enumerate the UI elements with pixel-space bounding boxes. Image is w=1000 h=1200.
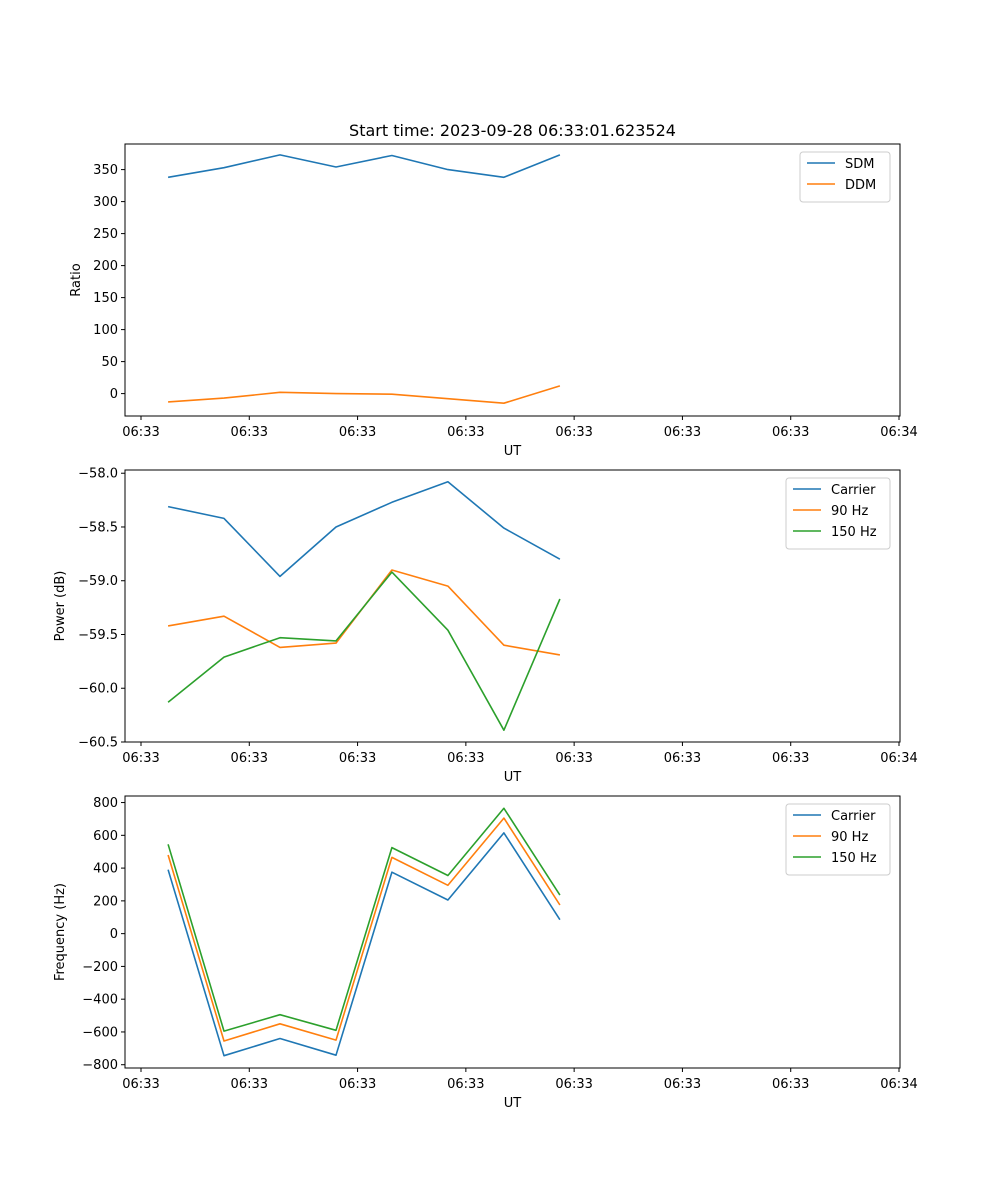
- plots: 0 50 100 150 200 250 300 350 06:33 06:33 06:33 06:3…: [53, 143, 918, 1111]
- series-line-carrier: [167, 832, 561, 1057]
- series-line-90-hz: [167, 817, 561, 1042]
- legend: Carrier 90 Hz 150 Hz: [785, 477, 891, 550]
- series-line-150-hz: [167, 807, 561, 1032]
- y-tick-label: 50: [101, 355, 118, 370]
- y-tick-label: 0: [110, 927, 118, 942]
- y-tick-label: 250: [93, 227, 118, 242]
- y-tick-label: −200: [82, 960, 118, 975]
- x-tick-label: 06:33: [447, 425, 484, 440]
- x-tick-label: 06:33: [447, 751, 484, 766]
- x-tick-label: 06:33: [339, 751, 376, 766]
- y-tick-label: −59.0: [78, 574, 118, 589]
- x-tick-label: 06:33: [664, 1077, 701, 1092]
- x-tick-label: 06:33: [772, 1077, 809, 1092]
- legend-box: [799, 151, 891, 203]
- chart-panel-2: −60.5 −60.0 −59.5 −59.0 −58.5 −58.0 06:33 06:33…: [53, 467, 918, 785]
- y-tick-label: 300: [93, 195, 118, 210]
- y-tick-label: 350: [93, 163, 118, 178]
- x-tick-label: 06:33: [231, 751, 268, 766]
- legend-label: Carrier: [831, 809, 876, 824]
- x-tick-label: 06:33: [339, 1077, 376, 1092]
- series-line-carrier: [167, 480, 561, 578]
- y-axis-label: Frequency (Hz): [53, 883, 68, 981]
- y-tick-label: 150: [93, 291, 118, 306]
- legend-label: DDM: [845, 178, 876, 193]
- x-tick-label: 06:33: [772, 751, 809, 766]
- y-tick-label: −400: [82, 993, 118, 1008]
- y-tick-label: −60.0: [78, 682, 118, 697]
- plot-frame: [124, 795, 901, 1069]
- y-axis-label: Power (dB): [53, 571, 68, 642]
- legend: Carrier 90 Hz 150 Hz: [785, 803, 891, 876]
- legend-label: 90 Hz: [831, 830, 868, 845]
- x-tick-label: 06:33: [555, 1077, 592, 1092]
- x-axis-label: UT: [504, 444, 522, 459]
- y-tick-label: −59.5: [78, 628, 118, 643]
- y-tick-label: −58.5: [78, 520, 118, 535]
- chart-panel-1: 0 50 100 150 200 250 300 350 06:33 06:33 06:33 06:3…: [69, 143, 918, 459]
- y-tick-label: 600: [93, 829, 118, 844]
- y-tick-label: 100: [93, 323, 118, 338]
- x-tick-label: 06:34: [880, 1077, 917, 1092]
- x-tick-label: 06:33: [231, 425, 268, 440]
- legend-label: SDM: [845, 157, 874, 172]
- x-tick-label: 06:33: [664, 751, 701, 766]
- series-line-sdm: [167, 154, 561, 179]
- x-tick-label: 06:34: [880, 425, 917, 440]
- legend-label: 150 Hz: [831, 525, 877, 540]
- x-tick-label: 06:33: [231, 1077, 268, 1092]
- x-tick-label: 06:33: [664, 425, 701, 440]
- y-tick-label: 0: [110, 387, 118, 402]
- figure-title: Start time: 2023-09-28 06:33:01.623524: [349, 121, 676, 140]
- series-line-150-hz: [167, 571, 561, 732]
- y-tick-label: 200: [93, 894, 118, 909]
- x-tick-label: 06:33: [339, 425, 376, 440]
- y-axis-label: Ratio: [69, 263, 84, 296]
- legend: SDM DDM: [799, 151, 891, 203]
- x-tick-label: 06:33: [772, 425, 809, 440]
- x-tick-label: 06:33: [122, 751, 159, 766]
- x-tick-label: 06:33: [122, 1077, 159, 1092]
- x-tick-label: 06:33: [447, 1077, 484, 1092]
- x-tick-label: 06:34: [880, 751, 917, 766]
- x-tick-label: 06:33: [555, 751, 592, 766]
- series-line-ddm: [168, 385, 561, 405]
- legend-label: Carrier: [831, 483, 876, 498]
- plot-frame: [124, 469, 901, 743]
- x-tick-label: 06:33: [555, 425, 592, 440]
- plot-frame: [124, 143, 901, 417]
- y-tick-label: −600: [82, 1025, 118, 1040]
- y-tick-label: −58.0: [78, 467, 118, 482]
- y-tick-label: −800: [82, 1058, 118, 1073]
- y-tick-label: −60.5: [78, 736, 118, 751]
- x-axis-label: UT: [504, 770, 522, 785]
- y-tick-label: 200: [93, 259, 118, 274]
- legend-label: 90 Hz: [831, 504, 868, 519]
- x-tick-label: 06:33: [122, 425, 159, 440]
- x-axis-label: UT: [504, 1096, 522, 1111]
- y-tick-label: 400: [93, 862, 118, 877]
- chart-panel-3: −800 −600 −400 −200 0 200 400 600 800 06:33 06:33 0…: [53, 795, 918, 1111]
- y-tick-label: 800: [93, 796, 118, 811]
- legend-label: 150 Hz: [831, 851, 877, 866]
